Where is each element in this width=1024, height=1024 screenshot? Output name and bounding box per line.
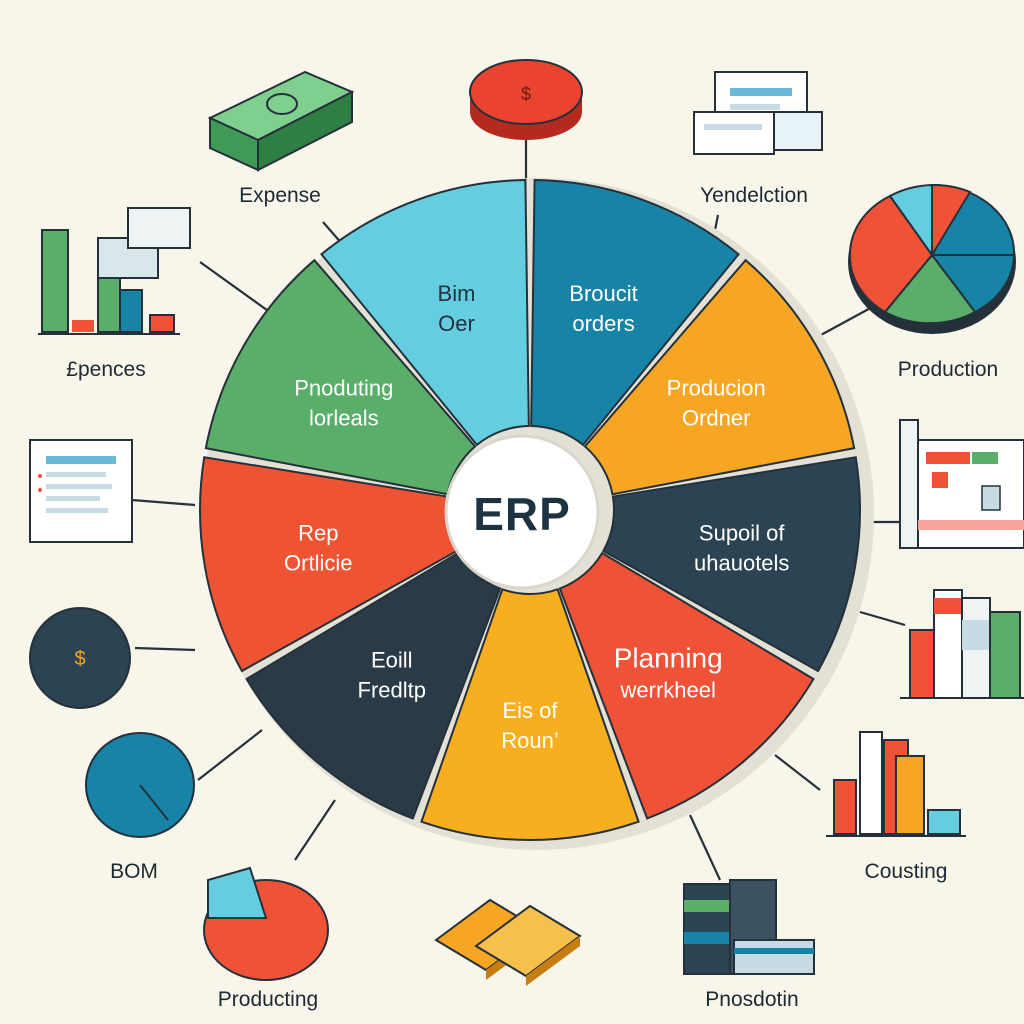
bar-chart-icon	[38, 207, 191, 335]
wheel-segment-labels: Broucit orders Producion Ordner Supoil of uha…	[284, 281, 789, 753]
connector-pnosdotin	[689, 814, 721, 881]
wheel-segment	[420, 588, 640, 841]
wheel-segment	[530, 179, 740, 447]
erp-hub	[444, 434, 600, 590]
wheel-segment	[558, 551, 815, 820]
wheel-segment	[601, 456, 861, 673]
connector-producting	[294, 799, 336, 861]
svg-text:$: $	[521, 84, 531, 104]
connector-coin	[134, 646, 196, 652]
wheel-segment-label: werrkheel	[620, 678, 716, 703]
label-bom: BOM	[110, 860, 158, 883]
dollar-coin-icon: $	[29, 607, 131, 709]
connector-doc	[131, 498, 196, 507]
label-vendelction: Yendelction	[700, 184, 808, 207]
wheel-segment-label: Eis of	[502, 698, 558, 723]
connector-epences	[199, 261, 279, 319]
wheel-segment-label: Ordner	[682, 406, 750, 431]
wheel-segment	[320, 179, 530, 447]
bom-dome-icon	[85, 732, 195, 838]
wheel-segment	[583, 258, 856, 496]
wheel-segment-label: Pnoduting	[294, 376, 393, 401]
wheel-segment-label: Broucit	[569, 281, 637, 306]
tickets-icon	[434, 898, 582, 986]
document-icon	[29, 439, 133, 543]
connector-cousting	[774, 754, 821, 791]
wheel-segment	[204, 258, 477, 496]
red-disc-icon: $	[469, 59, 583, 140]
wheel-segment-label: orders	[572, 311, 634, 336]
svg-text:$: $	[74, 648, 85, 670]
wheel-segments	[199, 179, 861, 841]
wheel-segment-label: uhauotels	[694, 550, 789, 575]
wheel-segment-label: Planning	[614, 643, 723, 674]
wheel-segment-label: Roun’	[501, 728, 558, 753]
small-pie-icon	[203, 866, 329, 981]
label-epences: £pences	[66, 358, 146, 381]
erp-hub-label: ERP	[473, 488, 571, 540]
wheel-segment-label: Supoil of	[699, 520, 786, 545]
wheel-segment	[245, 551, 502, 820]
wheel-segment-label: Rep	[298, 520, 338, 545]
label-cousting: Cousting	[864, 860, 948, 883]
wheel-segment-label: Fredltp	[358, 678, 426, 703]
wheel-segment-label: Producion	[667, 376, 766, 401]
receipts-icon	[693, 71, 823, 155]
factory-icon	[899, 419, 1024, 549]
label-producting: Producting	[217, 988, 319, 1011]
label-pnosdotin: Pnosdotin	[705, 988, 799, 1011]
wheel-segment-label: Bim	[438, 281, 476, 306]
label-production-right: Production	[897, 358, 999, 381]
server-stack-icon	[683, 879, 815, 975]
wheel-segment-label: Eoill	[371, 648, 413, 673]
wheel-segment-label: Oer	[438, 311, 475, 336]
cost-bar-chart-icon	[826, 731, 966, 837]
wheel-segment-label: Ortlicie	[284, 550, 352, 575]
books-icon	[900, 589, 1024, 699]
label-expense: Expense	[239, 184, 321, 207]
connector-lines	[131, 140, 906, 881]
connector-bom	[197, 729, 263, 781]
cash-stack-icon	[207, 70, 355, 172]
pie-chart-icon	[848, 183, 1016, 334]
wheel-segment-label: lorleals	[309, 406, 379, 431]
connector-books	[859, 610, 906, 627]
